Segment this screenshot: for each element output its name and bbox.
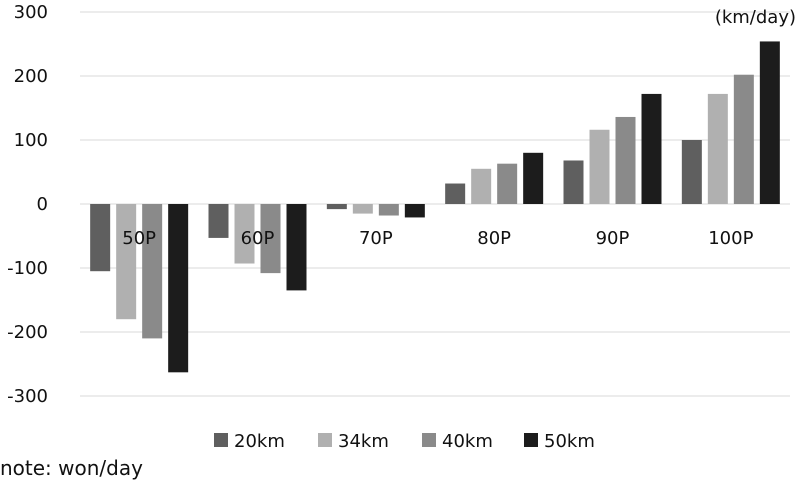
bar-20km-80P (445, 183, 466, 204)
bar-34km-90P (589, 129, 610, 204)
legend-label: 40km (442, 431, 493, 452)
bar-20km-70P (326, 204, 347, 210)
y-tick-label: -300 (7, 386, 48, 407)
bar-34km-50P (116, 204, 137, 320)
legend: 20km 34km 40km 50km (214, 431, 595, 452)
bar-34km-70P (352, 204, 373, 214)
bar-40km-60P (260, 204, 281, 274)
y-tick-label: 200 (14, 66, 48, 87)
legend-label: 50km (544, 431, 595, 452)
bar-34km-80P (471, 168, 492, 204)
unit-label: (km/day) (715, 7, 796, 28)
category-label: 50P (122, 228, 156, 249)
bar-20km-90P (563, 160, 584, 204)
y-tick-label: 300 (14, 2, 48, 23)
bar-50km-60P (286, 204, 307, 291)
gridlines (80, 11, 790, 397)
category-label: 100P (708, 228, 753, 249)
bar-40km-50P (142, 204, 163, 339)
bars (90, 41, 780, 373)
bar-40km-80P (497, 163, 518, 204)
note-text: note: won/day (0, 456, 143, 480)
legend-swatch-50km (524, 433, 538, 447)
legend-label: 34km (338, 431, 389, 452)
legend-label: 20km (234, 431, 285, 452)
category-label: 80P (477, 228, 511, 249)
bar-20km-60P (208, 204, 229, 238)
bar-20km-50P (90, 204, 111, 272)
bar-50km-50P (168, 204, 189, 373)
bar-50km-80P (523, 152, 544, 204)
bar-50km-70P (404, 204, 425, 218)
category-label: 60P (241, 228, 275, 249)
legend-swatch-34km (318, 433, 332, 447)
category-label: 90P (596, 228, 630, 249)
bar-50km-90P (641, 93, 662, 204)
bar-40km-70P (378, 204, 399, 216)
y-tick-label: 100 (14, 130, 48, 151)
bar-34km-100P (707, 93, 728, 204)
bar-40km-90P (615, 116, 636, 204)
legend-swatch-40km (422, 433, 436, 447)
y-axis: -300 -200 -100 0 100 200 300 (7, 2, 48, 407)
y-tick-label: -100 (7, 258, 48, 279)
category-labels: 50P 60P 70P 80P 90P 100P (122, 228, 753, 249)
bar-50km-100P (759, 41, 780, 204)
bar-20km-100P (681, 140, 702, 204)
y-tick-label: -200 (7, 322, 48, 343)
bar-40km-100P (733, 74, 754, 204)
legend-swatch-20km (214, 433, 228, 447)
y-tick-label: 0 (37, 194, 48, 215)
category-label: 70P (359, 228, 393, 249)
bar-34km-60P (234, 204, 255, 264)
